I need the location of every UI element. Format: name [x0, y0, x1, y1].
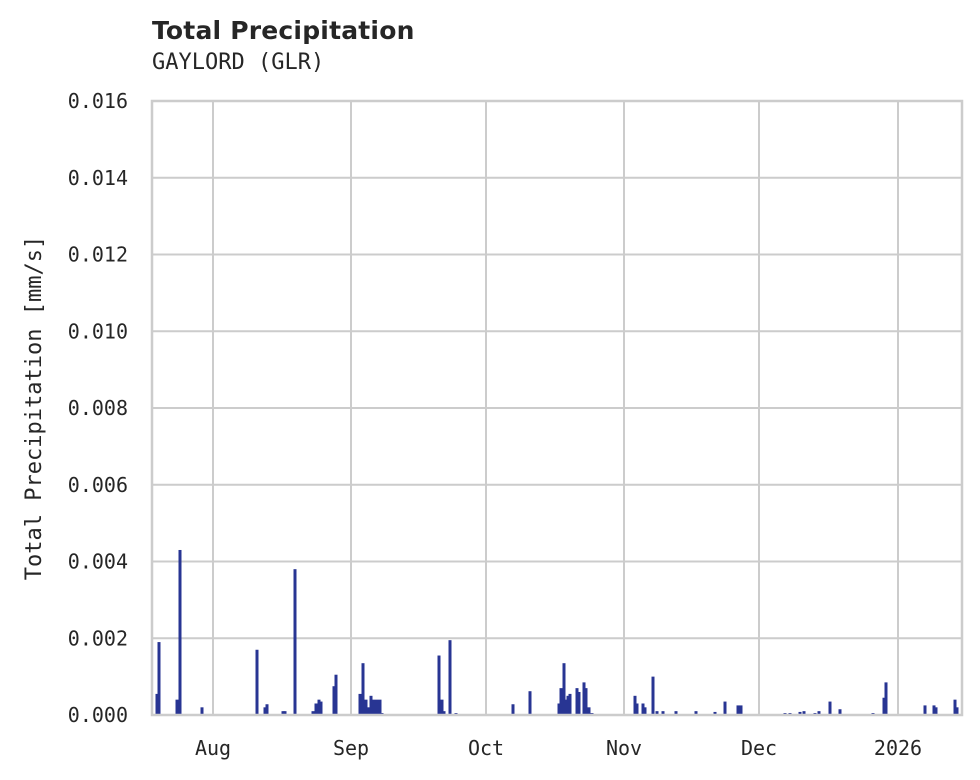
precip-bar — [175, 699, 179, 715]
chart-subtitle: GAYLORD (GLR) — [152, 50, 325, 75]
precip-bar — [934, 707, 938, 715]
precip-bar — [437, 655, 441, 715]
y-tick-label: 0.014 — [68, 166, 128, 190]
precip-bar — [366, 707, 370, 715]
precip-bar — [255, 649, 259, 715]
precip-bar — [635, 703, 639, 715]
precip-bar — [557, 703, 561, 715]
y-tick-label: 0.004 — [68, 550, 128, 574]
precip-bar — [440, 699, 444, 715]
precip-bar — [448, 640, 452, 715]
precip-bar — [713, 711, 717, 715]
precip-bar — [932, 705, 936, 715]
precip-bar — [332, 686, 336, 715]
precip-bar — [378, 699, 382, 715]
precip-bar — [559, 688, 563, 715]
precip-bar — [265, 704, 269, 715]
precip-bar — [798, 711, 802, 715]
x-tick-label: Aug — [195, 736, 231, 760]
precip-bar — [655, 711, 659, 715]
precip-bar — [643, 707, 647, 715]
precip-bar — [802, 711, 806, 715]
precip-bar — [582, 682, 586, 715]
precip-bar — [661, 711, 665, 715]
x-tick-label: Oct — [468, 736, 504, 760]
precip-bar — [334, 674, 338, 715]
precip-bar — [838, 709, 842, 715]
precip-bar — [577, 691, 581, 715]
chart-title: Total Precipitation — [152, 16, 415, 45]
precip-bar — [361, 663, 365, 715]
precip-bar — [281, 711, 285, 715]
y-tick-label: 0.008 — [68, 396, 128, 420]
precip-bar — [319, 701, 323, 715]
x-tick-label: Sep — [333, 736, 369, 760]
precip-bar — [263, 707, 267, 715]
precip-bar — [562, 663, 566, 715]
y-tick-label: 0.016 — [68, 89, 128, 113]
precip-bar — [651, 676, 655, 715]
precip-bar — [736, 705, 740, 715]
y-tick-label: 0.010 — [68, 319, 128, 343]
precip-bar — [694, 711, 698, 715]
precip-bar — [200, 707, 204, 715]
precip-bar — [372, 699, 376, 715]
precip-bar — [375, 699, 379, 715]
precip-bar — [575, 688, 579, 715]
y-tick-label: 0.006 — [68, 473, 128, 497]
precip-bar — [364, 699, 368, 715]
precip-bar — [884, 682, 888, 715]
precip-bar — [178, 549, 182, 715]
precip-bar — [564, 699, 568, 715]
precip-bar — [955, 707, 959, 715]
precip-bar — [442, 711, 446, 715]
precip-bar — [157, 642, 161, 715]
y-tick-label: 0.000 — [68, 703, 128, 727]
bars — [155, 549, 959, 715]
precip-bar — [511, 704, 515, 715]
x-tick-label: Nov — [606, 736, 642, 760]
y-axis-label: Total Precipitation [mm/s] — [22, 236, 47, 580]
precip-bar — [566, 695, 570, 715]
x-tick-label: 2026 — [874, 736, 922, 760]
precip-bar — [739, 705, 743, 715]
precip-bar — [828, 701, 832, 715]
plot-frame — [150, 99, 964, 717]
precip-bar — [369, 695, 373, 715]
precip-bar — [358, 693, 362, 715]
precip-bar — [882, 697, 886, 715]
precip-bar — [641, 703, 645, 715]
y-tick-label: 0.012 — [68, 243, 128, 267]
precip-bar — [293, 569, 297, 715]
precip-bar — [568, 693, 572, 715]
precip-bar — [314, 703, 318, 715]
precip-bar — [584, 688, 588, 715]
precip-bar — [155, 693, 159, 715]
precip-bar — [587, 707, 591, 715]
precip-bar — [283, 711, 287, 715]
y-axis-ticks: 0.000 0.002 0.004 0.006 0.008 0.010 0.012 0.014… — [68, 89, 128, 727]
x-axis-ticks: Aug Sep Oct Nov Dec 2026 — [195, 736, 922, 760]
precip-bar — [317, 699, 321, 715]
precip-bar — [923, 705, 927, 715]
precip-bar — [723, 701, 727, 715]
precip-bar — [633, 695, 637, 715]
precip-bar — [953, 699, 957, 715]
precip-bar — [817, 711, 821, 715]
precip-bar — [528, 691, 532, 715]
y-tick-label: 0.002 — [68, 626, 128, 650]
precip-bar — [674, 711, 678, 715]
grid-lines — [152, 100, 962, 716]
x-tick-label: Dec — [741, 736, 777, 760]
precip-bar — [311, 711, 315, 715]
